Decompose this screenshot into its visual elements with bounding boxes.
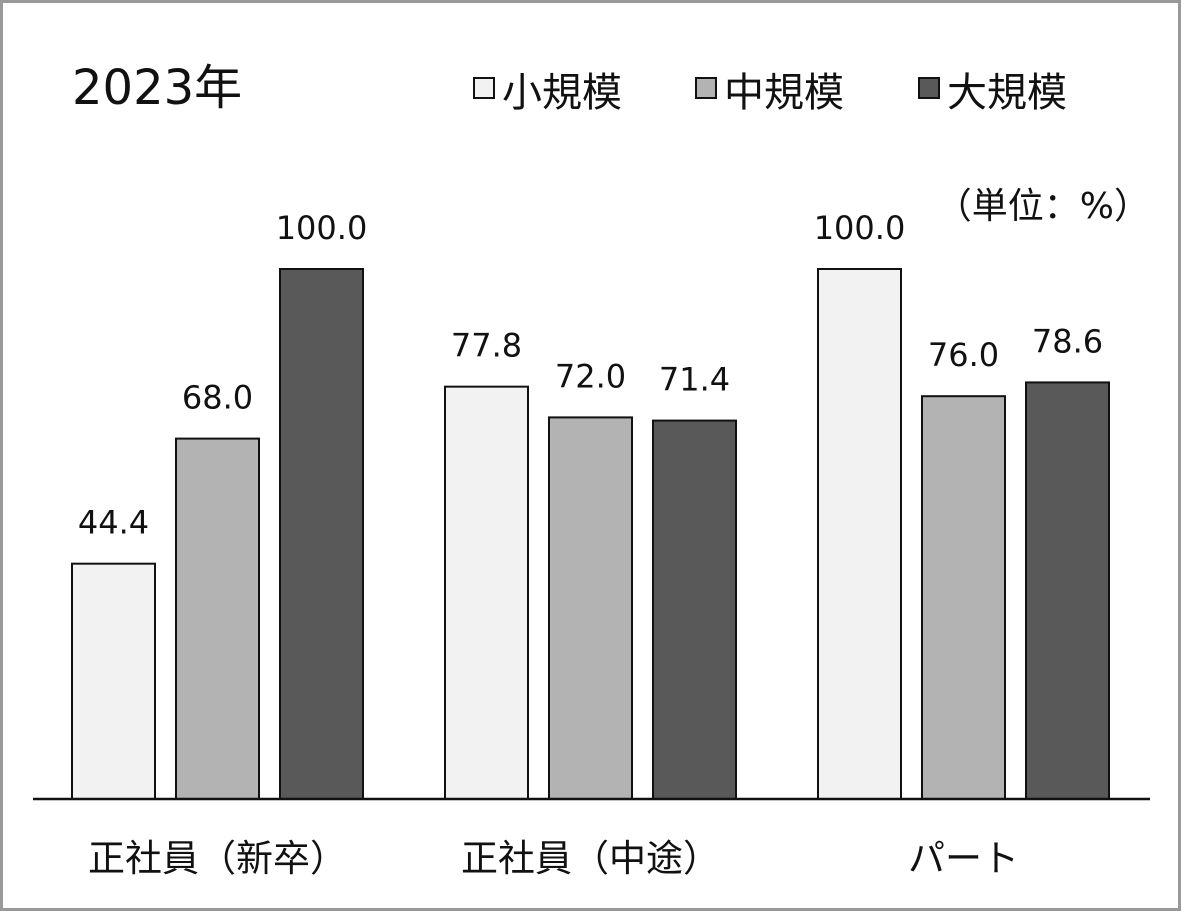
value-label-1-2: 68.0: [182, 379, 253, 417]
bar-2-1: [444, 385, 529, 800]
bar-1-3: [279, 268, 364, 800]
bar-3-1: [817, 268, 902, 800]
legend-swatch-1: [473, 77, 495, 99]
category-label-3: パート: [908, 837, 1019, 880]
bar-1-1: [71, 562, 156, 800]
legend-label-2: 中規模: [724, 70, 844, 116]
value-label-2-3: 71.4: [659, 361, 730, 399]
bars-layer: [71, 268, 1110, 800]
value-label-2-1: 77.8: [451, 327, 522, 365]
value-label-3-3: 78.6: [1032, 322, 1103, 360]
legend: 小規模 中規模 大規模: [473, 70, 1067, 116]
bar-2-3: [652, 419, 737, 800]
legend-item-3: 大規模: [918, 70, 1067, 116]
legend-label-3: 大規模: [947, 70, 1067, 116]
value-label-1-3: 100.0: [276, 209, 368, 247]
value-label-2-2: 72.0: [555, 357, 626, 395]
chart-title: 2023年: [72, 60, 242, 116]
category-label-2: 正社員（中途）: [461, 837, 720, 880]
bar-2-2: [548, 416, 633, 800]
value-labels-layer: 44.4 68.0 100.0 77.8 72.0 71.4 100.0 76.0 78.6: [78, 209, 1103, 542]
bar-1-2: [175, 437, 260, 800]
legend-item-1: 小規模: [473, 70, 622, 116]
value-label-3-1: 100.0: [814, 209, 906, 247]
legend-swatch-3: [918, 77, 940, 99]
bar-3-2: [921, 395, 1006, 800]
legend-item-2: 中規模: [695, 70, 844, 116]
category-labels-layer: 正社員（新卒） 正社員（中途） パート: [88, 837, 1019, 880]
bar-3-3: [1025, 381, 1110, 800]
category-label-1: 正社員（新卒）: [88, 837, 347, 880]
unit-label: （単位：%）: [936, 186, 1150, 227]
legend-swatch-2: [695, 77, 717, 99]
legend-label-1: 小規模: [502, 70, 622, 116]
value-label-1-1: 44.4: [78, 504, 149, 542]
value-label-3-2: 76.0: [928, 336, 999, 374]
